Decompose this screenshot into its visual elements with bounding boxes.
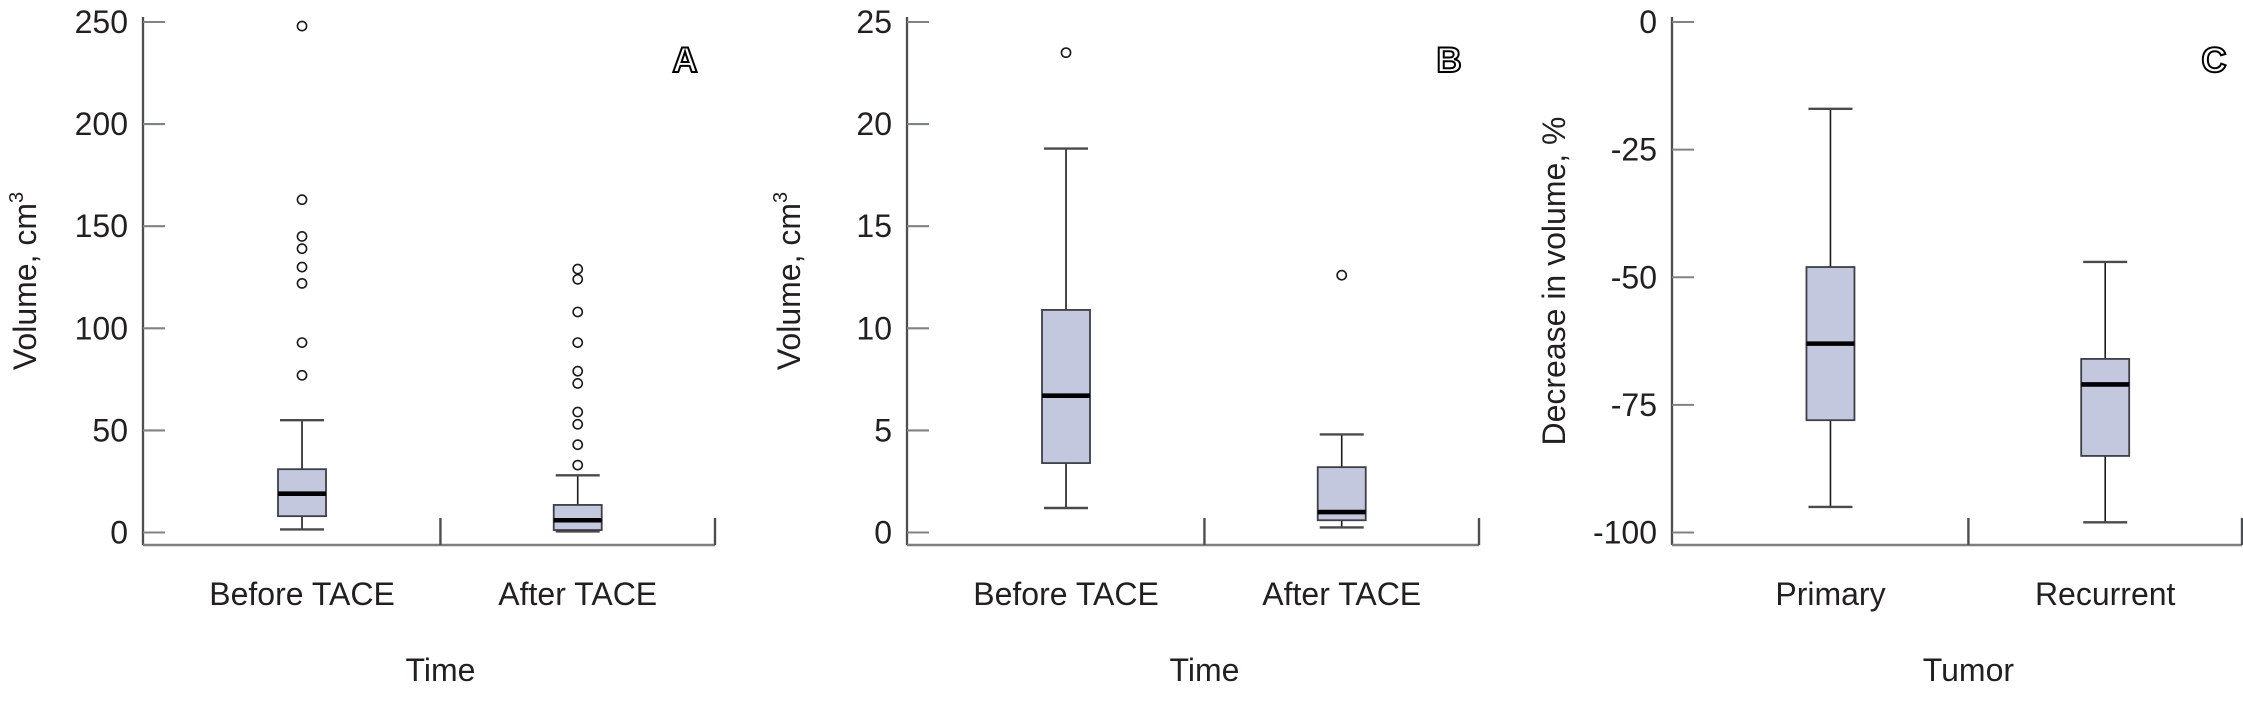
y-tick-label: 0	[110, 515, 128, 551]
outlier-point	[572, 365, 584, 377]
outlier-point	[572, 418, 584, 430]
outlier-point	[572, 337, 584, 348]
y-axis-title: Volume, cm3	[6, 192, 43, 370]
y-tick-label: 25	[856, 4, 892, 40]
outlier-point	[1060, 47, 1072, 59]
panel-a: 0 50 100 150 200 250 Volume, cm3 Time A Before TA…	[6, 4, 717, 688]
y-axis-title: Decrease in volume, %	[1536, 116, 1572, 445]
y-tick-label: 150	[75, 208, 128, 244]
y-tick-label: -25	[1611, 132, 1657, 168]
y-tick-label: 0	[1639, 4, 1657, 40]
y-tick-label: 50	[92, 412, 128, 448]
y-tick-label: -100	[1593, 515, 1657, 551]
x-axis-title: Tumor	[1923, 652, 2015, 688]
category-label: Before TACE	[973, 576, 1159, 612]
box-group-1	[1041, 47, 1091, 510]
box-group-1	[277, 20, 327, 531]
outlier-point	[572, 378, 584, 389]
x-axis-title: Time	[1169, 652, 1239, 688]
y-tick-label: 200	[75, 106, 128, 142]
iqr-box	[2080, 358, 2131, 457]
outlier-point	[296, 243, 308, 255]
panel-c: -100 -75 -50 -25 0 Decrease in volume, % Tumor…	[1536, 4, 2243, 688]
box-group-1	[1805, 107, 1856, 509]
category-label: After TACE	[498, 576, 657, 612]
outlier-point	[572, 263, 584, 275]
outlier-point	[572, 459, 584, 471]
category-label: Primary	[1775, 576, 1885, 612]
panel-label: B	[1436, 41, 1461, 80]
y-tick-label: 250	[75, 4, 128, 40]
y-tick-label: 100	[75, 310, 128, 346]
box-group-2	[552, 263, 603, 533]
iqr-box	[1041, 309, 1091, 464]
category-label: After TACE	[1262, 576, 1421, 612]
panel-label: C	[2201, 41, 2226, 80]
outlier-point	[296, 20, 308, 32]
box-group-2	[2080, 260, 2131, 524]
outlier-point	[296, 231, 308, 242]
outlier-point	[572, 306, 584, 318]
outlier-point	[296, 194, 308, 206]
y-tick-label: 15	[856, 208, 892, 244]
category-label: Before TACE	[209, 576, 395, 612]
outlier-point	[296, 337, 308, 348]
panel-b: 0 5 10 15 20 25 Volume, cm3 Time B Before TACE Aft…	[770, 4, 1481, 688]
y-tick-label: -75	[1611, 387, 1657, 423]
y-axis-title: Volume, cm3	[770, 192, 807, 370]
y-tick-label: 0	[874, 515, 892, 551]
panel-label: A	[672, 41, 697, 80]
outlier-point	[296, 261, 308, 273]
outlier-point	[572, 439, 584, 451]
outlier-point	[572, 406, 584, 418]
outlier-point	[572, 273, 584, 285]
category-label: Recurrent	[2035, 576, 2176, 612]
outlier-point	[296, 277, 308, 289]
box-group-2	[1316, 269, 1367, 529]
y-tick-label: 10	[856, 310, 892, 346]
iqr-box	[552, 504, 603, 531]
y-tick-label: 5	[874, 412, 892, 448]
outlier-point	[296, 369, 308, 381]
x-axis-title: Time	[405, 652, 475, 688]
y-tick-label: 20	[856, 106, 892, 142]
y-tick-label: -50	[1611, 259, 1657, 295]
outlier-point	[1336, 269, 1348, 281]
